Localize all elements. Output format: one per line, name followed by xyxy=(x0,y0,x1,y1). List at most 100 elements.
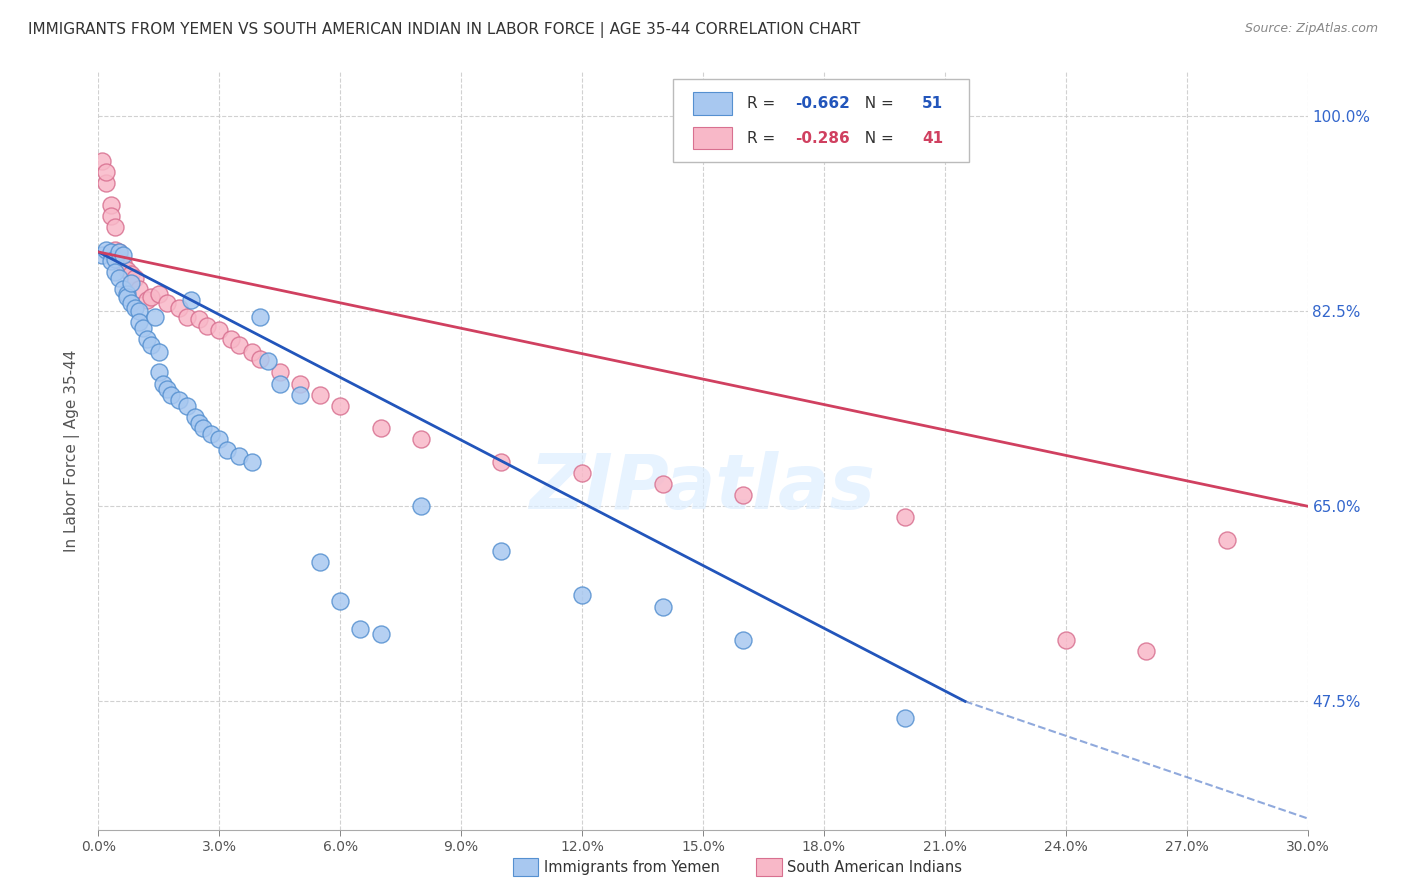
Point xyxy=(111,282,134,296)
Point xyxy=(893,510,915,524)
Point xyxy=(240,345,263,359)
Point xyxy=(91,248,114,262)
Text: Source: ZipAtlas.com: Source: ZipAtlas.com xyxy=(1244,22,1378,36)
Point xyxy=(124,270,146,285)
Point xyxy=(107,270,129,285)
Point xyxy=(651,476,673,491)
Point xyxy=(148,365,170,379)
Point xyxy=(96,164,118,178)
Point xyxy=(329,594,352,608)
Point xyxy=(100,198,122,212)
Point xyxy=(256,354,278,368)
Point xyxy=(893,711,915,725)
Text: -0.662: -0.662 xyxy=(794,95,849,111)
Point xyxy=(167,393,190,408)
Text: N =: N = xyxy=(855,130,898,145)
Point xyxy=(288,376,311,391)
Point xyxy=(107,244,129,259)
Text: South American Indians: South American Indians xyxy=(787,861,962,875)
Point xyxy=(139,289,162,303)
Point xyxy=(1216,533,1239,547)
Point xyxy=(188,416,211,430)
Text: ZIPatlas: ZIPatlas xyxy=(530,451,876,525)
Point xyxy=(115,289,138,303)
Point xyxy=(309,387,332,401)
Point xyxy=(148,287,170,301)
Point xyxy=(221,332,243,346)
Point xyxy=(208,433,231,447)
Point xyxy=(128,315,150,329)
Bar xyxy=(693,92,733,114)
Point xyxy=(107,252,129,266)
Text: 51: 51 xyxy=(922,95,943,111)
Point xyxy=(733,632,755,647)
Point xyxy=(269,376,291,391)
Point xyxy=(120,296,142,310)
Point xyxy=(91,153,114,168)
Point xyxy=(184,410,207,425)
Point xyxy=(152,376,174,391)
Point xyxy=(167,301,190,315)
Point xyxy=(329,399,352,413)
Point xyxy=(491,455,513,469)
Point xyxy=(370,421,392,435)
Point xyxy=(651,599,673,614)
Text: -0.286: -0.286 xyxy=(794,130,849,145)
Point xyxy=(103,243,125,257)
Point xyxy=(370,627,392,641)
Point xyxy=(491,543,513,558)
Point xyxy=(103,265,125,279)
Point xyxy=(115,262,138,277)
Point xyxy=(409,433,432,447)
Point xyxy=(115,287,138,301)
Text: Immigrants from Yemen: Immigrants from Yemen xyxy=(544,861,720,875)
Point xyxy=(228,449,250,463)
Point xyxy=(128,282,150,296)
Point xyxy=(128,304,150,318)
Point xyxy=(135,332,157,346)
Text: R =: R = xyxy=(747,95,780,111)
Point xyxy=(124,301,146,315)
Point xyxy=(288,387,311,401)
Point xyxy=(107,244,129,259)
Text: IMMIGRANTS FROM YEMEN VS SOUTH AMERICAN INDIAN IN LABOR FORCE | AGE 35-44 CORREL: IMMIGRANTS FROM YEMEN VS SOUTH AMERICAN … xyxy=(28,22,860,38)
Point xyxy=(103,252,125,266)
Point xyxy=(249,351,271,366)
Point xyxy=(240,455,263,469)
Point xyxy=(269,365,291,379)
Point xyxy=(1135,644,1157,658)
Point xyxy=(100,254,122,268)
Bar xyxy=(693,127,733,150)
Point xyxy=(176,310,198,324)
Point xyxy=(228,337,250,351)
Y-axis label: In Labor Force | Age 35-44: In Labor Force | Age 35-44 xyxy=(63,350,80,551)
Point xyxy=(156,296,179,310)
Point xyxy=(1054,632,1077,647)
Point xyxy=(349,622,371,636)
Point xyxy=(160,387,183,401)
Point xyxy=(188,312,211,326)
Point xyxy=(96,176,118,190)
Point xyxy=(309,555,332,569)
Point xyxy=(111,256,134,270)
Point xyxy=(208,323,231,337)
Text: R =: R = xyxy=(747,130,780,145)
Point xyxy=(103,220,125,235)
Point xyxy=(111,248,134,262)
FancyBboxPatch shape xyxy=(672,79,969,162)
Text: N =: N = xyxy=(855,95,898,111)
Point xyxy=(409,500,432,514)
Point xyxy=(180,293,202,307)
Point xyxy=(120,277,142,291)
Point xyxy=(571,466,593,480)
Point xyxy=(249,310,271,324)
Point xyxy=(195,318,218,333)
Point xyxy=(733,488,755,502)
Text: 41: 41 xyxy=(922,130,943,145)
Point xyxy=(120,268,142,282)
Point xyxy=(100,209,122,223)
Point xyxy=(200,426,222,441)
Point xyxy=(132,320,155,334)
Point xyxy=(176,399,198,413)
Point xyxy=(156,382,179,396)
